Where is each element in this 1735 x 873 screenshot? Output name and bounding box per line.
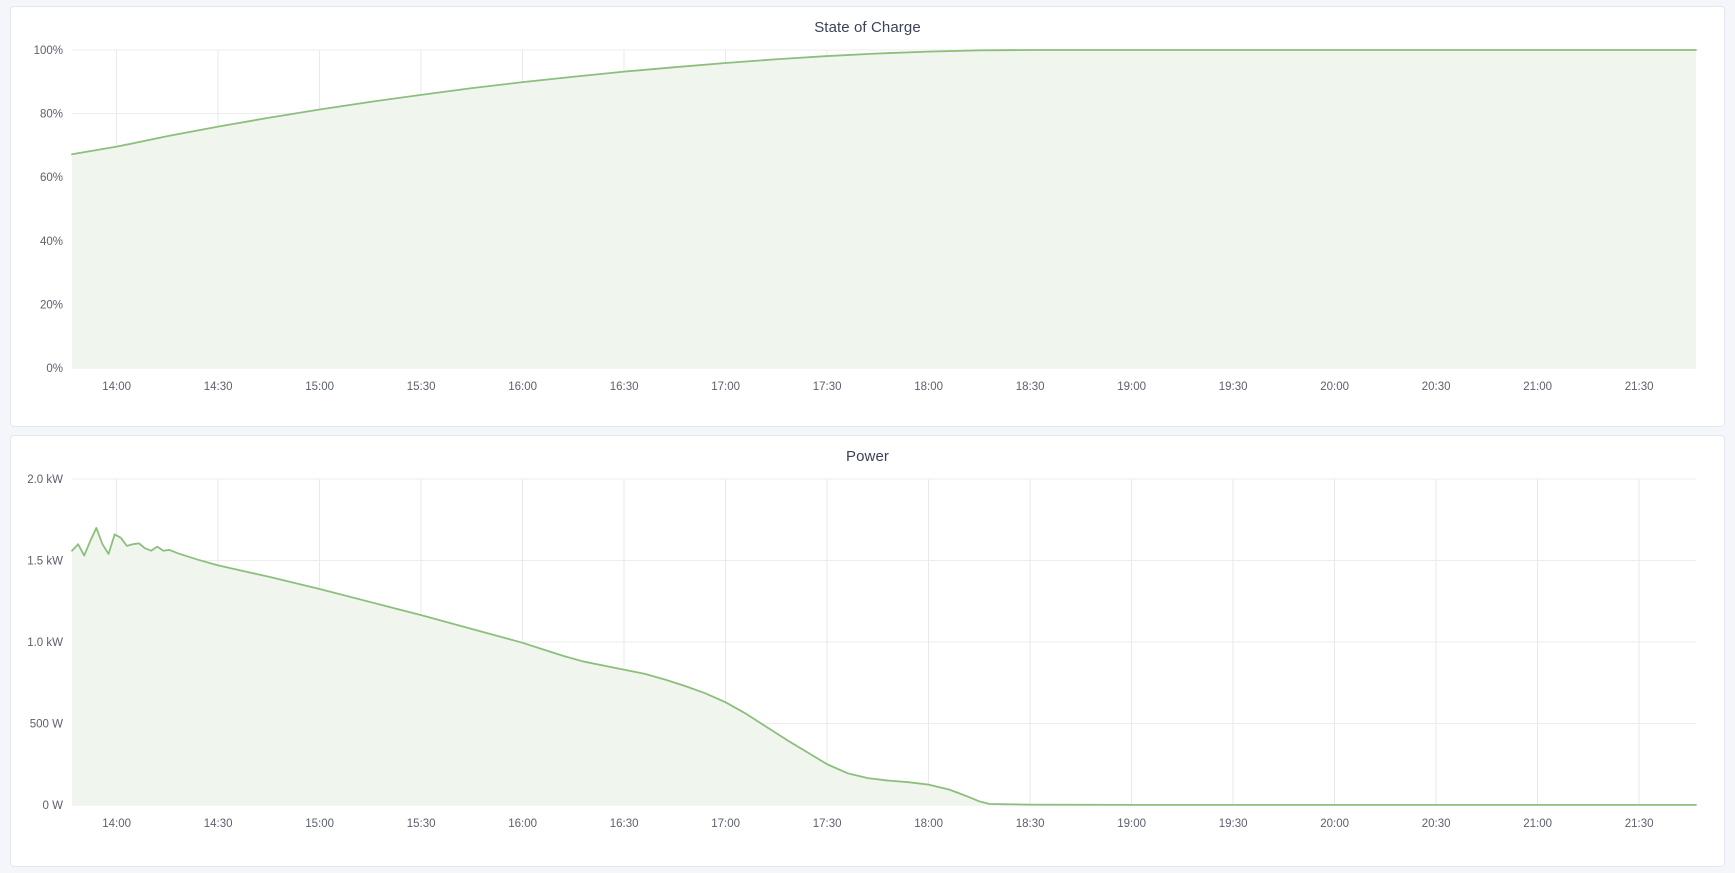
- x-axis-tick-label: 18:30: [1016, 381, 1045, 393]
- x-axis-tick-label: 19:00: [1117, 818, 1146, 830]
- x-axis-tick-label: 14:30: [204, 381, 233, 393]
- y-axis-tick-label: 1.5 kW: [27, 556, 63, 568]
- series-line: [71, 527, 1697, 806]
- power-svg[interactable]: 0 W 500 W 1.0 kW 1.5 kW 2.0 kW 14:00 14:30 15:0…: [11, 465, 1724, 855]
- x-axis-tick-label: 16:00: [508, 818, 537, 830]
- x-axis-tick-label: 16:30: [610, 381, 639, 393]
- x-axis-tick-label: 18:00: [914, 381, 943, 393]
- x-axis-tick-label: 20:30: [1422, 818, 1451, 830]
- x-axis-tick-label: 18:30: [1016, 818, 1045, 830]
- x-axis-tick-label: 15:00: [305, 818, 334, 830]
- x-axis-tick-label: 14:00: [102, 381, 131, 393]
- x-axis-tick-label: 20:00: [1320, 381, 1349, 393]
- x-axis-tick-label: 15:30: [407, 818, 436, 830]
- y-axis-tick-label: 60%: [40, 172, 63, 184]
- y-axis-tick-label: 20%: [40, 299, 63, 311]
- y-axis-tick-label: 0%: [46, 363, 63, 375]
- x-axis-tick-label: 14:30: [204, 818, 233, 830]
- x-axis-tick-label: 21:00: [1523, 818, 1552, 830]
- y-axis-tick-label: 2.0 kW: [27, 474, 63, 486]
- x-axis-tick-label: 20:30: [1422, 381, 1451, 393]
- x-axis-tick-label: 17:30: [813, 381, 842, 393]
- chart-plot-state-of-charge[interactable]: 0% 20% 40% 60% 80% 100% 14:00 14:30 15:00 15:30 16…: [11, 36, 1724, 418]
- x-axis-tick-label: 19:00: [1117, 381, 1146, 393]
- y-axis-tick-label: 500 W: [30, 719, 63, 731]
- chart-title-power: Power: [845, 448, 890, 465]
- y-axis-tick-label: 100%: [34, 45, 63, 57]
- x-axis-tick-label: 16:00: [508, 381, 537, 393]
- chart-card-state-of-charge: State of Charge 0% 20% 40% 60% 80% 100% 14:00 1…: [10, 6, 1725, 427]
- state-of-charge-svg[interactable]: 0% 20% 40% 60% 80% 100% 14:00 14:30 15:00 15:30 16…: [11, 36, 1724, 418]
- x-axis-tick-label: 16:30: [610, 818, 639, 830]
- x-axis-tick-label: 19:30: [1219, 818, 1248, 830]
- x-axis-tick-label: 20:00: [1320, 818, 1349, 830]
- x-axis-tick-label: 21:30: [1625, 381, 1654, 393]
- x-axis-tick-label: 15:00: [305, 381, 334, 393]
- x-axis-tick-label: 15:30: [407, 381, 436, 393]
- x-axis-tick-label: 14:00: [102, 818, 131, 830]
- chart-plot-power[interactable]: 0 W 500 W 1.0 kW 1.5 kW 2.0 kW 14:00 14:30 15:0…: [11, 465, 1724, 855]
- chart-title-state-of-charge: State of Charge: [814, 19, 921, 36]
- y-axis-tick-label: 1.0 kW: [27, 637, 63, 649]
- y-axis-tick-label: 80%: [40, 109, 63, 121]
- x-axis-tick-label: 18:00: [914, 818, 943, 830]
- series-area-fill: [72, 527, 1696, 805]
- y-axis-tick-label: 0 W: [43, 800, 64, 812]
- y-axis-tick-label: 40%: [40, 236, 63, 248]
- x-axis-tick-label: 21:00: [1523, 381, 1552, 393]
- x-axis-tick-label: 17:00: [711, 818, 740, 830]
- chart-card-power: Power 0 W 500 W 1.0 kW 1.5 kW 2.0 kW 14:00 14:…: [10, 435, 1725, 867]
- x-axis-tick-label: 17:30: [813, 818, 842, 830]
- x-axis-tick-label: 17:00: [711, 381, 740, 393]
- x-axis-tick-label: 19:30: [1219, 381, 1248, 393]
- series-line: [71, 49, 1697, 156]
- series-area-fill: [72, 50, 1696, 368]
- x-axis-tick-label: 21:30: [1625, 818, 1654, 830]
